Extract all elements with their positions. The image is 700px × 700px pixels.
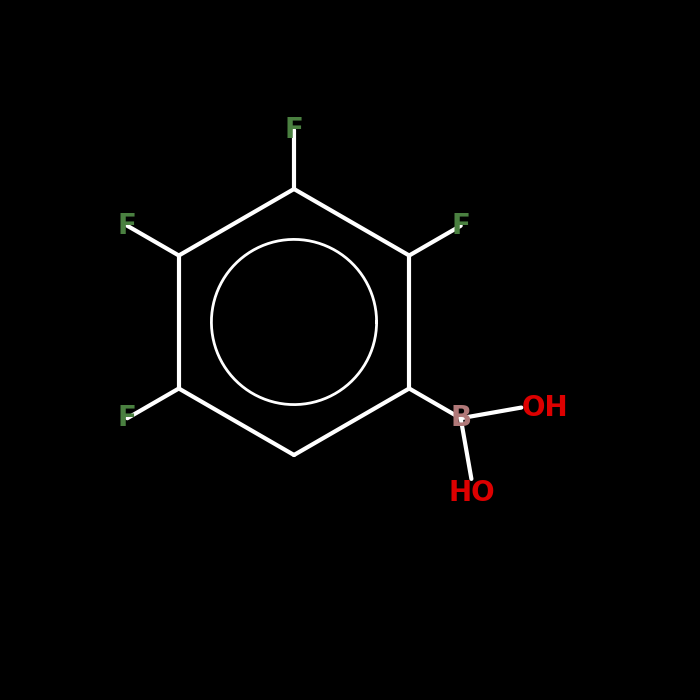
Text: F: F [118,404,136,432]
Text: HO: HO [448,479,495,507]
Text: F: F [285,116,303,144]
Text: OH: OH [522,393,568,421]
Text: F: F [118,211,136,239]
Text: F: F [452,211,470,239]
Text: B: B [450,404,471,432]
